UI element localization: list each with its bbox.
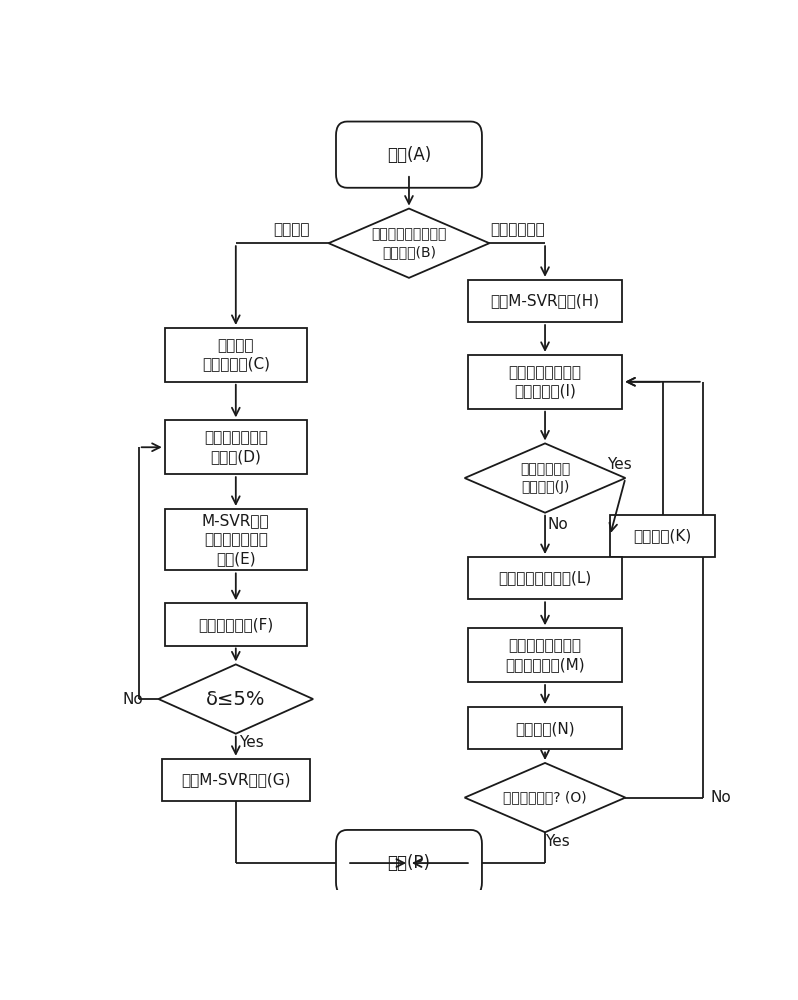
Text: 结束(P): 结束(P) bbox=[388, 854, 430, 872]
Text: Yes: Yes bbox=[545, 834, 570, 849]
Text: Yes: Yes bbox=[606, 457, 632, 472]
Text: 读取估计模型输入
变量的数据(I): 读取估计模型输入 变量的数据(I) bbox=[508, 365, 582, 399]
Text: No: No bbox=[122, 692, 143, 707]
FancyBboxPatch shape bbox=[164, 420, 307, 474]
FancyBboxPatch shape bbox=[468, 628, 622, 682]
FancyBboxPatch shape bbox=[468, 557, 622, 599]
FancyBboxPatch shape bbox=[468, 280, 622, 322]
Text: 数据保存(N): 数据保存(N) bbox=[516, 721, 575, 736]
FancyBboxPatch shape bbox=[161, 759, 310, 801]
Text: 模型训练: 模型训练 bbox=[273, 222, 310, 237]
Text: 温度在线估计: 温度在线估计 bbox=[490, 222, 544, 237]
Text: 在线估计结束? (O): 在线估计结束? (O) bbox=[504, 791, 587, 805]
Text: 建模效果评估(F): 建模效果评估(F) bbox=[198, 617, 274, 632]
Polygon shape bbox=[329, 209, 489, 278]
Text: 数据是否异常
或者缺失(J): 数据是否异常 或者缺失(J) bbox=[520, 462, 570, 494]
Text: 读取模型
训练数据集(C): 读取模型 训练数据集(C) bbox=[202, 338, 270, 372]
Text: 温度在线估计运算(L): 温度在线估计运算(L) bbox=[499, 571, 591, 586]
FancyBboxPatch shape bbox=[164, 328, 307, 382]
FancyBboxPatch shape bbox=[336, 830, 482, 896]
FancyBboxPatch shape bbox=[468, 707, 622, 749]
FancyBboxPatch shape bbox=[336, 122, 482, 188]
Text: 数据处理(K): 数据处理(K) bbox=[634, 528, 692, 543]
FancyBboxPatch shape bbox=[610, 515, 715, 557]
Text: 十字测温中心温度
估计结果显示(M): 十字测温中心温度 估计结果显示(M) bbox=[505, 638, 585, 672]
FancyBboxPatch shape bbox=[164, 509, 307, 570]
Text: No: No bbox=[710, 790, 731, 805]
Polygon shape bbox=[464, 443, 626, 513]
Text: 读取M-SVR模型(H): 读取M-SVR模型(H) bbox=[491, 293, 599, 308]
Polygon shape bbox=[464, 763, 626, 832]
Text: 模型相关待定参
数确定(D): 模型相关待定参 数确定(D) bbox=[203, 430, 268, 464]
Text: δ≤5%: δ≤5% bbox=[206, 690, 266, 709]
Text: Yes: Yes bbox=[239, 735, 263, 750]
Text: No: No bbox=[547, 517, 568, 532]
Text: 开始(A): 开始(A) bbox=[387, 146, 431, 164]
Text: 保存M-SVR模型(G): 保存M-SVR模型(G) bbox=[181, 772, 290, 787]
Text: M-SVR模型
训练及模型参数
确定(E): M-SVR模型 训练及模型参数 确定(E) bbox=[202, 514, 270, 566]
Text: 模型训练或十字测温
温度估计(B): 模型训练或十字测温 温度估计(B) bbox=[371, 228, 447, 259]
Polygon shape bbox=[159, 664, 313, 734]
FancyBboxPatch shape bbox=[164, 603, 307, 646]
FancyBboxPatch shape bbox=[468, 355, 622, 409]
